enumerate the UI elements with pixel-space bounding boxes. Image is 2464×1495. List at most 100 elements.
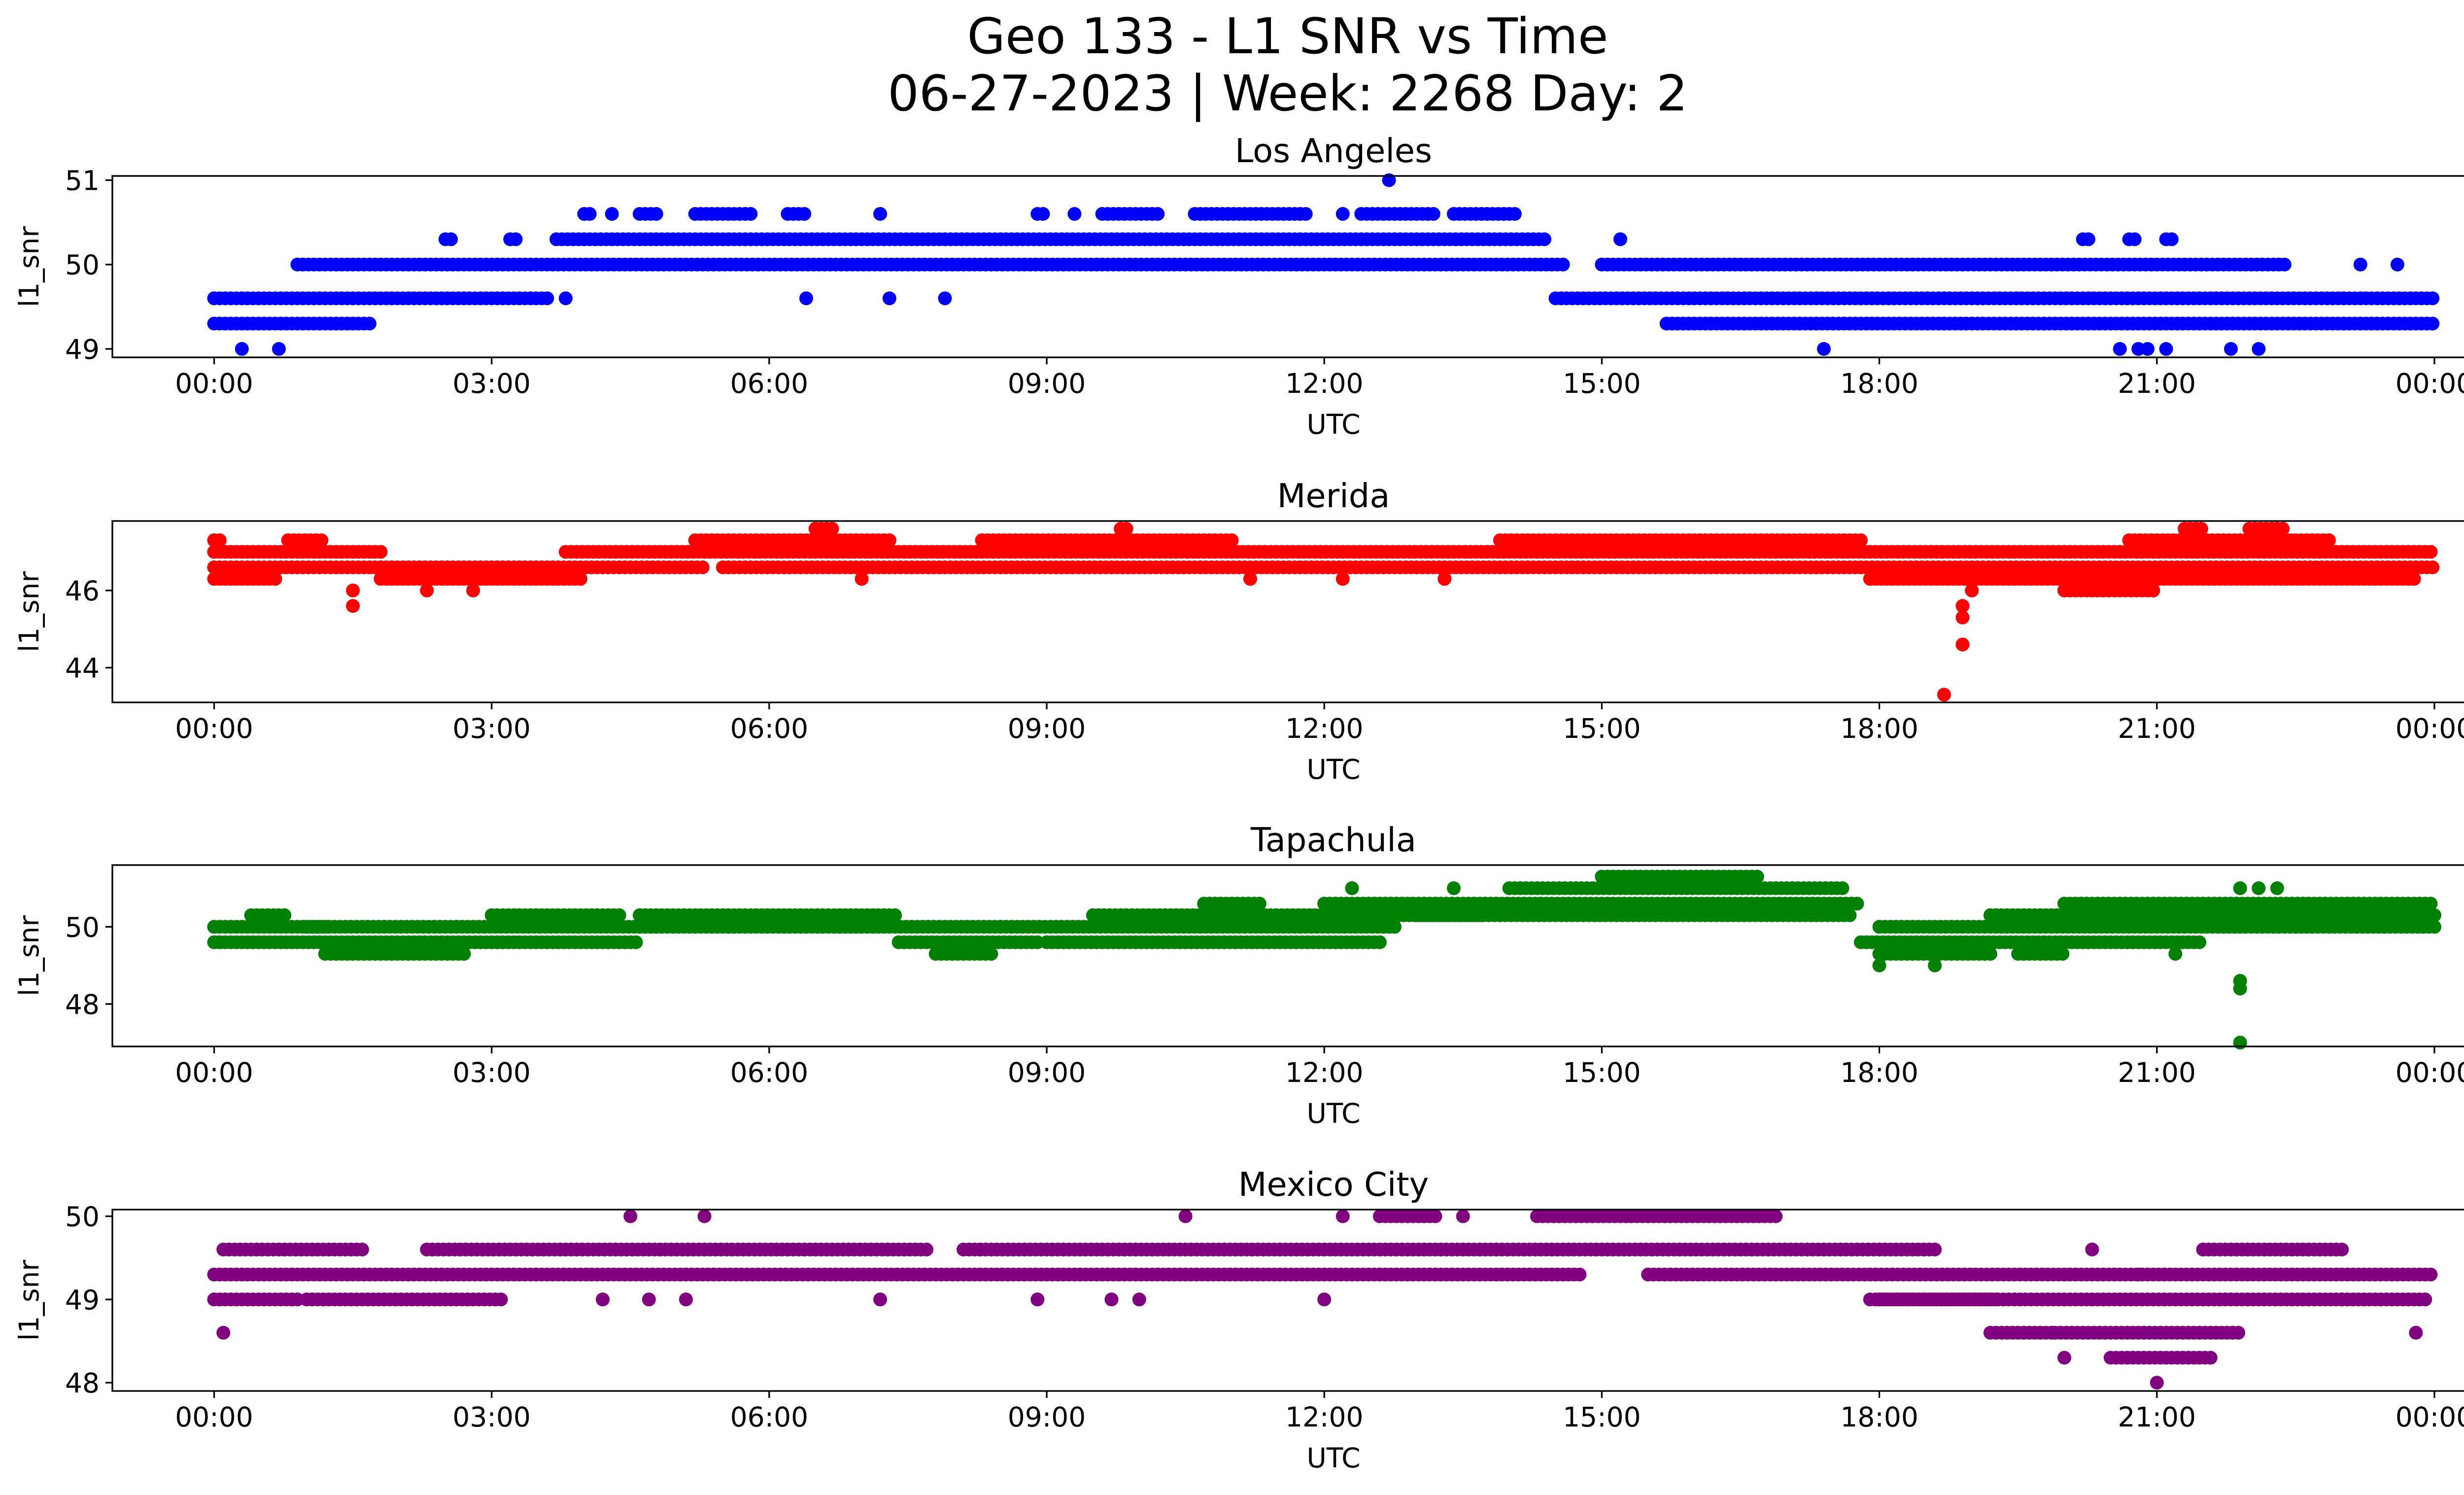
scatter-point [2231, 1325, 2245, 1340]
scatter-point [2164, 232, 2179, 246]
x-tick-label: 12:00 [1285, 1401, 1364, 1433]
scatter-point [494, 1292, 508, 1307]
scatter-point [623, 1209, 638, 1223]
scatter-point [314, 533, 329, 548]
y-axis-label: l1_snr [13, 1260, 45, 1341]
x-tick-label: 03:00 [452, 368, 531, 399]
y-tick-label: 49 [65, 334, 100, 365]
y-axis-label: l1_snr [13, 915, 45, 996]
x-tick-label: 00:00 [2396, 713, 2464, 744]
scatter-point [1769, 1209, 1783, 1223]
scatter-point [1132, 1292, 1146, 1307]
scatter-point [346, 583, 360, 597]
scatter-point [1067, 207, 1082, 221]
scatter-point [2194, 522, 2208, 536]
scatter-point [1345, 881, 1359, 895]
scatter-point [605, 207, 619, 221]
scatter-point [573, 572, 587, 586]
scatter-point [216, 1325, 231, 1340]
scatter-point [1335, 207, 1350, 221]
x-tick-label: 18:00 [1840, 1057, 1918, 1088]
scatter-point [1556, 257, 1570, 272]
scatter-point [1437, 572, 1452, 586]
scatter-point [2233, 1036, 2247, 1050]
y-tick-label: 49 [65, 1284, 100, 1316]
scatter-point [2424, 1267, 2438, 1282]
x-tick-label: 00:00 [175, 1057, 253, 1088]
scatter-point [888, 908, 902, 922]
x-tick-label: 21:00 [2118, 368, 2196, 399]
x-tick-label: 06:00 [730, 713, 809, 744]
x-tick-label: 12:00 [1285, 368, 1364, 399]
scatter-point [1030, 1292, 1045, 1307]
x-tick-label: 00:00 [2396, 1401, 2464, 1433]
x-tick-label: 06:00 [730, 1057, 809, 1088]
scatter-point [212, 533, 227, 548]
scatter-point [2233, 881, 2247, 895]
scatter-point [1507, 207, 1522, 221]
x-tick-label: 12:00 [1285, 713, 1364, 744]
x-tick-label: 15:00 [1563, 1401, 1641, 1433]
scatter-point [1317, 1292, 1332, 1307]
scatter-point [1538, 232, 1551, 246]
x-tick-label: 18:00 [1840, 368, 1918, 399]
scatter-point [1850, 897, 1864, 911]
scatter-point [2424, 545, 2438, 559]
scatter-point [558, 291, 573, 306]
scatter-point [2150, 1376, 2164, 1390]
x-tick-label: 09:00 [1008, 1401, 1086, 1433]
subplot-title: Tapachula [1250, 821, 1416, 859]
scatter-point [466, 583, 480, 597]
scatter-point [1372, 935, 1387, 949]
x-axis-label: UTC [1306, 409, 1360, 440]
scatter-point [268, 572, 282, 586]
scatter-point [1428, 1209, 1442, 1223]
scatter-point [873, 207, 888, 221]
x-tick-label: 18:00 [1840, 1401, 1918, 1433]
scatter-point [2233, 973, 2247, 988]
x-tick-label: 15:00 [1563, 713, 1641, 744]
scatter-point [1119, 522, 1133, 536]
scatter-point [582, 207, 597, 221]
scatter-point [2353, 257, 2367, 272]
scatter-point [444, 232, 458, 246]
scatter-point [2081, 232, 2095, 246]
scatter-point [629, 935, 643, 949]
x-tick-label: 09:00 [1008, 368, 1086, 399]
subplot-title: Merida [1277, 477, 1390, 515]
scatter-point [509, 232, 523, 246]
scatter-point [2141, 342, 2155, 356]
scatter-point [1928, 1243, 1942, 1256]
scatter-point [235, 342, 249, 356]
scatter-point [1937, 688, 1951, 702]
subplot-0: 00:00 03:00 06:00 09:00 12:00 15:00 18:00 21:00… [13, 132, 2464, 440]
scatter-point [2426, 560, 2440, 574]
scatter-series [207, 522, 2440, 702]
scatter-point [744, 207, 758, 221]
scatter-point [2426, 316, 2440, 331]
x-tick-label: 00:00 [175, 368, 253, 399]
x-tick-label: 00:00 [2396, 1057, 2464, 1088]
scatter-point [882, 291, 896, 306]
subplot-title: Los Angeles [1235, 132, 1432, 170]
scatter-point [2270, 881, 2284, 895]
scatter-point [1843, 908, 1857, 922]
figure-title-line2: 06-27-2023 | Week: 2268 Day: 2 [888, 65, 1687, 122]
scatter-point [2057, 1351, 2071, 1365]
scatter-point [272, 342, 286, 356]
scatter-point [2168, 947, 2183, 961]
scatter-point [825, 522, 839, 536]
scatter-point [2277, 257, 2292, 272]
scatter-point [1225, 533, 1239, 548]
scatter-point [2409, 1325, 2423, 1340]
scatter-point [1965, 583, 1979, 597]
scatter-point [2203, 1351, 2218, 1365]
x-tick-label: 03:00 [452, 713, 531, 744]
scatter-point [1573, 1267, 1587, 1282]
scatter-point [2426, 291, 2440, 306]
scatter-point [1252, 897, 1266, 911]
y-axis-label: l1_snr [13, 226, 45, 307]
x-axis-label: UTC [1306, 1442, 1360, 1474]
scatter-point [1151, 207, 1165, 221]
